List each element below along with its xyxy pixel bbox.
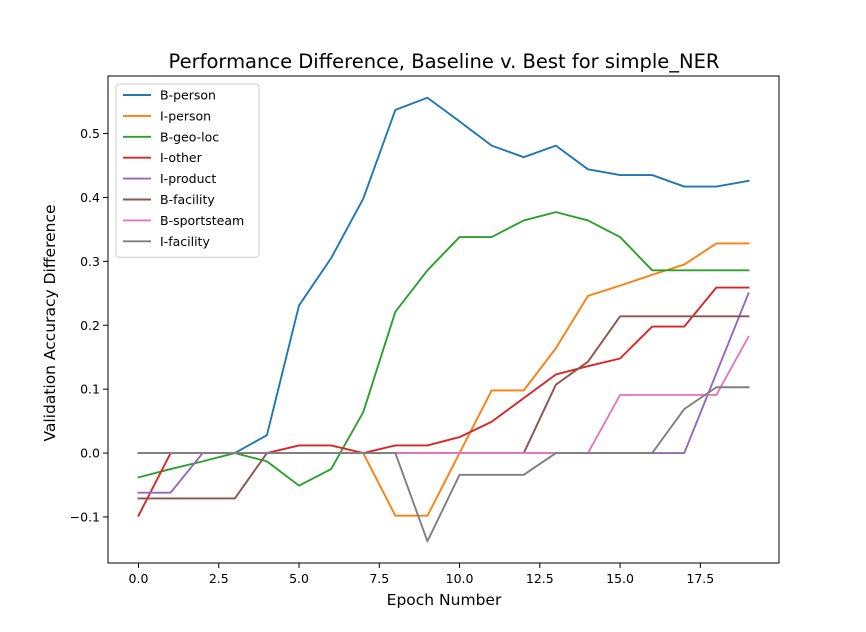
x-tick-label: 15.0 xyxy=(606,571,634,586)
legend-label: I-facility xyxy=(160,234,210,249)
y-tick-label: 0.1 xyxy=(80,382,100,397)
legend-label: B-person xyxy=(160,88,216,103)
plot-frame xyxy=(107,75,780,564)
x-tick-label: 17.5 xyxy=(686,571,714,586)
series-line-b-person xyxy=(137,96,750,455)
y-tick-label: 0.2 xyxy=(80,318,100,333)
x-tick-label: 0.0 xyxy=(129,571,149,586)
legend-label: B-facility xyxy=(160,192,215,207)
y-tick-label: 0.4 xyxy=(80,190,100,205)
series-line-b-geo-loc xyxy=(137,211,750,487)
legend-label: I-product xyxy=(160,171,216,186)
chart-title: Performance Difference, Baseline v. Best… xyxy=(169,50,720,73)
x-tick-label: 12.5 xyxy=(526,571,554,586)
y-tick-label: −0.1 xyxy=(70,509,100,524)
legend-label: I-person xyxy=(160,108,211,123)
x-tick-label: 7.5 xyxy=(369,571,389,586)
x-tick-label: 5.0 xyxy=(289,571,309,586)
x-axis-label: Epoch Number xyxy=(387,591,502,609)
x-tick-label: 2.5 xyxy=(209,571,229,586)
legend-box xyxy=(115,83,260,258)
legend-label: B-sportsteam xyxy=(160,213,244,228)
y-tick-label: 0.3 xyxy=(80,254,100,269)
x-tick-label: 10.0 xyxy=(446,571,474,586)
y-axis-label: Validation Accuracy Difference xyxy=(41,204,59,441)
y-tick-label: 0.0 xyxy=(80,446,100,461)
legend: B-person I-person B-geo-loc I-other I-produc… xyxy=(115,83,260,258)
legend-label: I-other xyxy=(160,150,203,165)
y-tick-label: 0.5 xyxy=(80,126,100,141)
legend-label: B-geo-loc xyxy=(160,129,219,144)
series-line-i-facility xyxy=(137,386,750,543)
